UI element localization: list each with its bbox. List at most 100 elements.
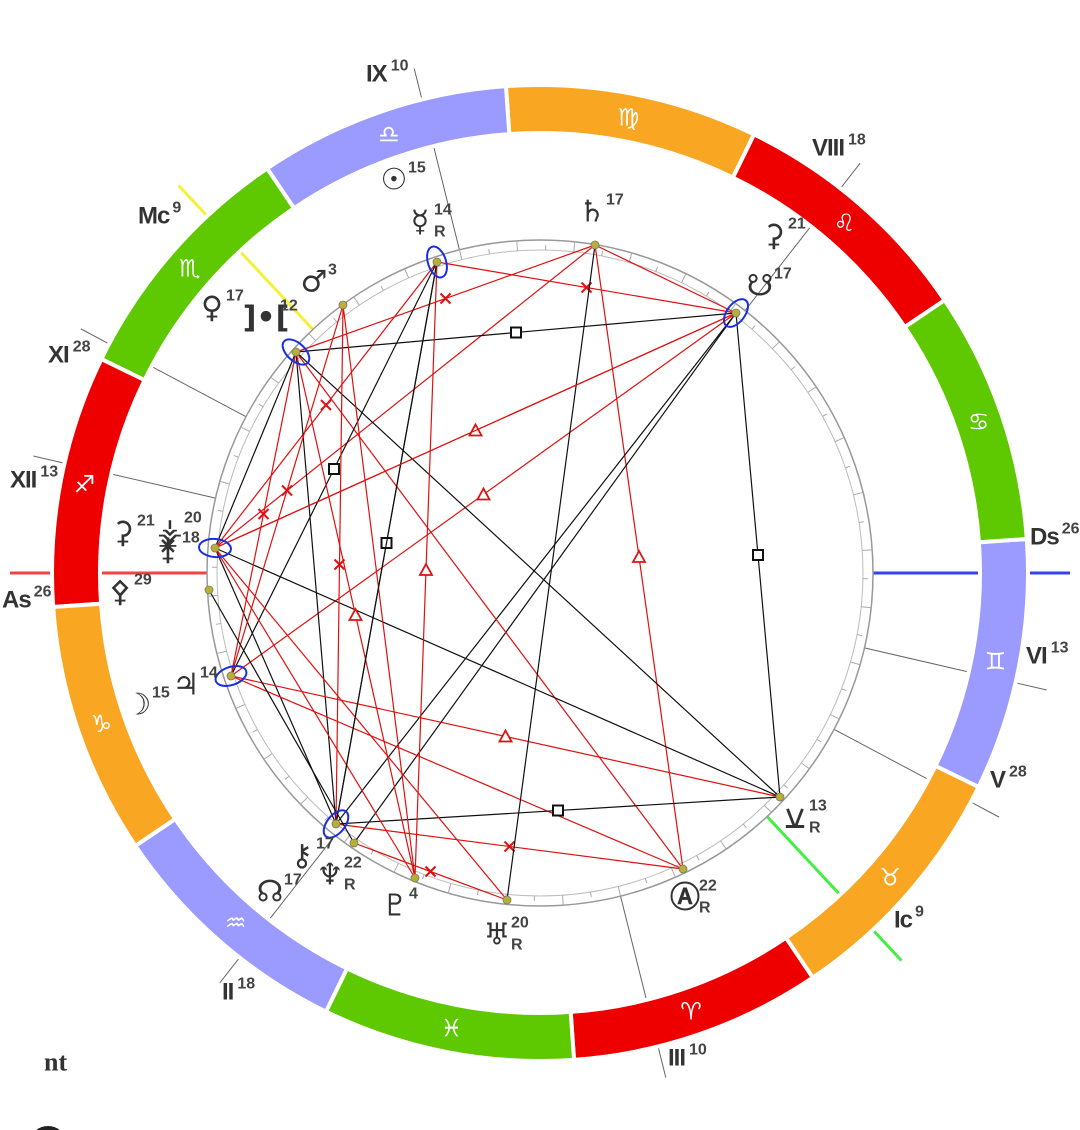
tick [853,491,864,496]
aspect-trine [475,486,492,501]
planet-dot [678,864,688,874]
aspect-line [208,589,355,844]
planet-glyph: ♅ [484,918,511,953]
house-cusp [80,328,110,345]
tick [858,521,865,523]
aspect-line [353,312,737,844]
house-cusp [433,145,460,251]
planet-glyph: ]•[ [243,301,290,336]
tick [670,867,676,878]
sign-glyph: ♍ [618,104,640,132]
tick [617,886,622,897]
house-label: XI [48,342,69,369]
sign-glyph: ♐ [74,470,96,498]
planet-degree: 21 [788,216,806,233]
conjunction-ring [198,537,232,559]
planet-degree: 17 [316,836,334,853]
sign-glyph: ♓ [441,1014,463,1042]
tick [217,509,224,512]
tick [590,891,592,898]
aspect-line [214,547,781,798]
tick [830,714,840,720]
aspect-line [295,351,781,798]
planet-glyph: ⚳ [763,219,785,254]
planet-glyph: ☊ [257,875,284,910]
aspect-trine [497,728,514,743]
tick [324,816,329,821]
sign-glyph: ♈ [680,998,702,1026]
house-cusp [413,68,423,100]
planet-dot [331,819,341,829]
sign-glyph: ♏ [179,255,201,283]
tick [258,403,264,408]
planet-retrograde: R [699,900,711,917]
planet-degree: 20 [511,915,529,932]
planet-degree: 20 [184,510,202,527]
aspect-line [295,351,684,870]
planet-degree: 14 [434,202,452,219]
aspect-line [214,244,596,549]
aspect-square [510,326,522,339]
tick [861,606,872,609]
house-degree: 13 [1051,640,1069,657]
planet-dot [204,585,214,595]
conjunction-ring [281,338,311,366]
tick [404,268,410,279]
planet-glyph: ⚳ [112,516,134,551]
tick [233,454,239,458]
house-degree: 10 [689,1042,707,1059]
house-cusp [111,473,216,499]
planet-dot [590,240,600,250]
planet-retrograde: R [434,224,446,241]
conjunction-ring [322,809,350,839]
planet-degree: 14 [200,665,218,682]
sign-glyph: ♌ [834,209,856,237]
house-cusp [744,225,812,311]
planet-glyph: ⚺ [785,801,805,836]
planet-dot [432,257,442,267]
sign-glyph: ♑ [91,710,113,738]
tick [801,762,810,770]
planet-dot [410,873,420,883]
tick [380,285,384,291]
aspect-line [506,244,596,901]
planet-degree: 17 [284,872,302,889]
house-cusp [219,957,240,984]
planet-glyph: ⚶ [157,513,183,548]
tick [856,634,863,637]
house-cusp [1015,682,1047,691]
aspect-line [295,351,337,825]
tick [353,296,360,306]
tick [216,650,227,655]
planet-degree: 17 [226,288,244,305]
tick [252,729,258,733]
angle-line [177,184,314,331]
tick [215,623,222,625]
tick [655,266,659,272]
aspect-sextile [257,508,270,520]
tick [720,840,727,850]
tick [822,413,828,417]
house-label: III [668,1045,685,1072]
tick [790,366,796,371]
planet-degree: 13 [809,798,827,815]
tick [681,273,687,283]
planet-dot [349,838,359,848]
planet-degree: 3 [328,262,337,279]
tick [458,249,463,260]
house-cusp [864,647,969,673]
planet-glyph: ♇ [382,889,409,924]
conjunction-ring [722,298,750,328]
tick [284,775,290,780]
tick [764,804,772,813]
planet-retrograde: R [809,820,821,837]
planet-glyph: ⚴ [109,575,131,610]
tick [573,241,576,252]
inner-circle [206,239,874,907]
sign-glyph: ♎ [378,120,400,148]
planet-retrograde: R [344,877,356,894]
tick [421,874,425,880]
planet-degree: 17 [606,192,624,209]
footer-icon [36,1126,60,1130]
aspect-square [328,463,340,475]
